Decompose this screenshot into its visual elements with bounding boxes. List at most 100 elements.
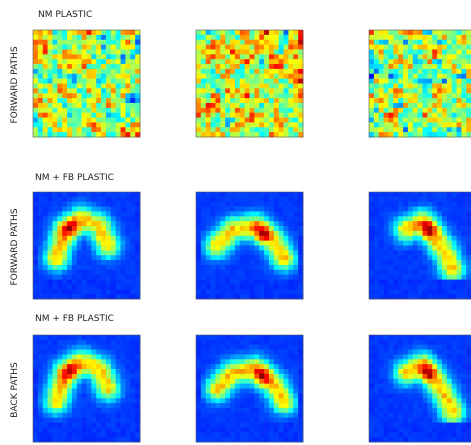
heatmap-cell bbox=[47, 403, 53, 409]
heatmap-cell bbox=[196, 284, 202, 290]
heatmap-cell bbox=[422, 393, 428, 399]
heatmap-cell bbox=[398, 230, 404, 237]
heatmap-cell bbox=[33, 88, 39, 94]
heatmap-cell bbox=[298, 211, 304, 217]
heatmap-cell bbox=[383, 117, 389, 123]
heatmap-cell bbox=[244, 417, 250, 423]
heatmap-cell bbox=[96, 44, 102, 50]
heatmap-cell bbox=[196, 206, 202, 212]
heatmap-cell bbox=[422, 98, 428, 104]
heatmap-cell bbox=[210, 98, 216, 104]
heatmap-cell bbox=[67, 235, 73, 242]
heatmap-cell bbox=[120, 388, 126, 394]
heatmap-cell bbox=[378, 226, 384, 232]
heatmap-cell bbox=[369, 294, 375, 300]
heatmap-cell bbox=[388, 373, 394, 380]
heatmap-cell bbox=[37, 422, 44, 428]
heatmap-cell bbox=[432, 49, 438, 55]
heatmap-cell bbox=[412, 245, 419, 251]
heatmap-cell bbox=[388, 284, 394, 290]
heatmap-cell bbox=[451, 264, 457, 271]
heatmap-cell bbox=[205, 196, 211, 203]
heatmap-cell bbox=[33, 354, 39, 360]
heatmap-cell bbox=[115, 64, 121, 70]
heatmap-cell bbox=[67, 412, 73, 419]
heatmap-cell bbox=[105, 201, 112, 207]
heatmap-cell bbox=[407, 132, 414, 138]
heatmap-cell bbox=[427, 64, 433, 70]
heatmap-cell bbox=[427, 39, 433, 45]
heatmap-cell bbox=[96, 34, 102, 41]
heatmap-cell bbox=[47, 422, 53, 428]
heatmap-cell bbox=[378, 54, 384, 60]
heatmap-cell bbox=[135, 39, 141, 45]
heatmap-cell bbox=[234, 339, 241, 346]
heatmap-cell bbox=[249, 39, 255, 45]
heatmap-cell bbox=[373, 132, 380, 138]
heatmap-cell bbox=[62, 221, 68, 227]
heatmap-cell bbox=[461, 294, 467, 300]
heatmap-cell bbox=[230, 373, 236, 380]
heatmap-cell bbox=[105, 112, 112, 118]
heatmap-cell bbox=[254, 112, 260, 118]
heatmap-cell bbox=[403, 206, 409, 212]
heatmap-cell bbox=[120, 344, 126, 350]
heatmap-cell bbox=[254, 216, 260, 222]
heatmap-cell bbox=[33, 403, 39, 409]
heatmap-cell bbox=[215, 132, 221, 138]
heatmap-cell bbox=[96, 127, 102, 133]
heatmap-cell bbox=[205, 378, 211, 385]
heatmap-cell bbox=[101, 39, 107, 45]
heatmap-cell bbox=[283, 274, 289, 280]
heatmap-cell bbox=[432, 250, 438, 256]
heatmap-cell bbox=[135, 107, 141, 114]
heatmap-cell bbox=[403, 349, 409, 355]
heatmap-cell bbox=[135, 294, 141, 300]
heatmap-cell bbox=[42, 127, 48, 133]
heatmap-cell bbox=[407, 359, 414, 365]
heatmap-cell bbox=[110, 245, 117, 251]
heatmap-cell bbox=[417, 245, 423, 251]
heatmap-cell bbox=[230, 201, 236, 207]
heatmap-cell bbox=[71, 34, 78, 41]
heatmap-cell bbox=[437, 34, 443, 41]
heatmap-cell bbox=[273, 393, 280, 399]
heatmap-cell bbox=[52, 49, 58, 55]
heatmap-cell bbox=[67, 88, 73, 94]
heatmap-cell bbox=[259, 260, 265, 266]
heatmap-cell bbox=[259, 378, 265, 385]
heatmap-cell bbox=[115, 39, 121, 45]
heatmap-cell bbox=[466, 34, 471, 41]
heatmap-cell bbox=[52, 59, 58, 65]
heatmap-cell bbox=[288, 364, 294, 370]
heatmap-cell bbox=[451, 73, 457, 80]
heatmap-cell bbox=[105, 284, 112, 290]
heatmap-cell bbox=[210, 39, 216, 45]
heatmap-cell bbox=[461, 68, 467, 75]
heatmap-cell bbox=[37, 344, 44, 350]
heatmap-cell bbox=[293, 93, 299, 99]
heatmap-cell bbox=[398, 255, 404, 261]
heatmap-cell bbox=[298, 93, 304, 99]
heatmap-cell bbox=[200, 192, 207, 198]
heatmap-cell bbox=[215, 274, 221, 280]
heatmap-cell bbox=[196, 373, 202, 380]
heatmap-cell bbox=[57, 98, 63, 104]
heatmap-cell bbox=[264, 349, 270, 355]
heatmap-cell bbox=[283, 245, 289, 251]
heatmap-cell bbox=[283, 250, 289, 256]
heatmap-cell bbox=[369, 412, 375, 419]
heatmap-cell bbox=[200, 294, 207, 300]
heatmap-cell bbox=[456, 34, 462, 41]
heatmap-cell bbox=[264, 432, 270, 438]
heatmap-cell bbox=[42, 260, 48, 266]
heatmap-cell bbox=[412, 211, 419, 217]
heatmap-cell bbox=[369, 39, 375, 45]
heatmap-cell bbox=[71, 344, 78, 350]
heatmap-cell bbox=[210, 412, 216, 419]
heatmap-cell bbox=[47, 335, 53, 341]
heatmap-cell bbox=[437, 240, 443, 246]
heatmap-cell bbox=[451, 211, 457, 217]
heatmap-cell bbox=[205, 39, 211, 45]
heatmap-cell bbox=[273, 112, 280, 118]
